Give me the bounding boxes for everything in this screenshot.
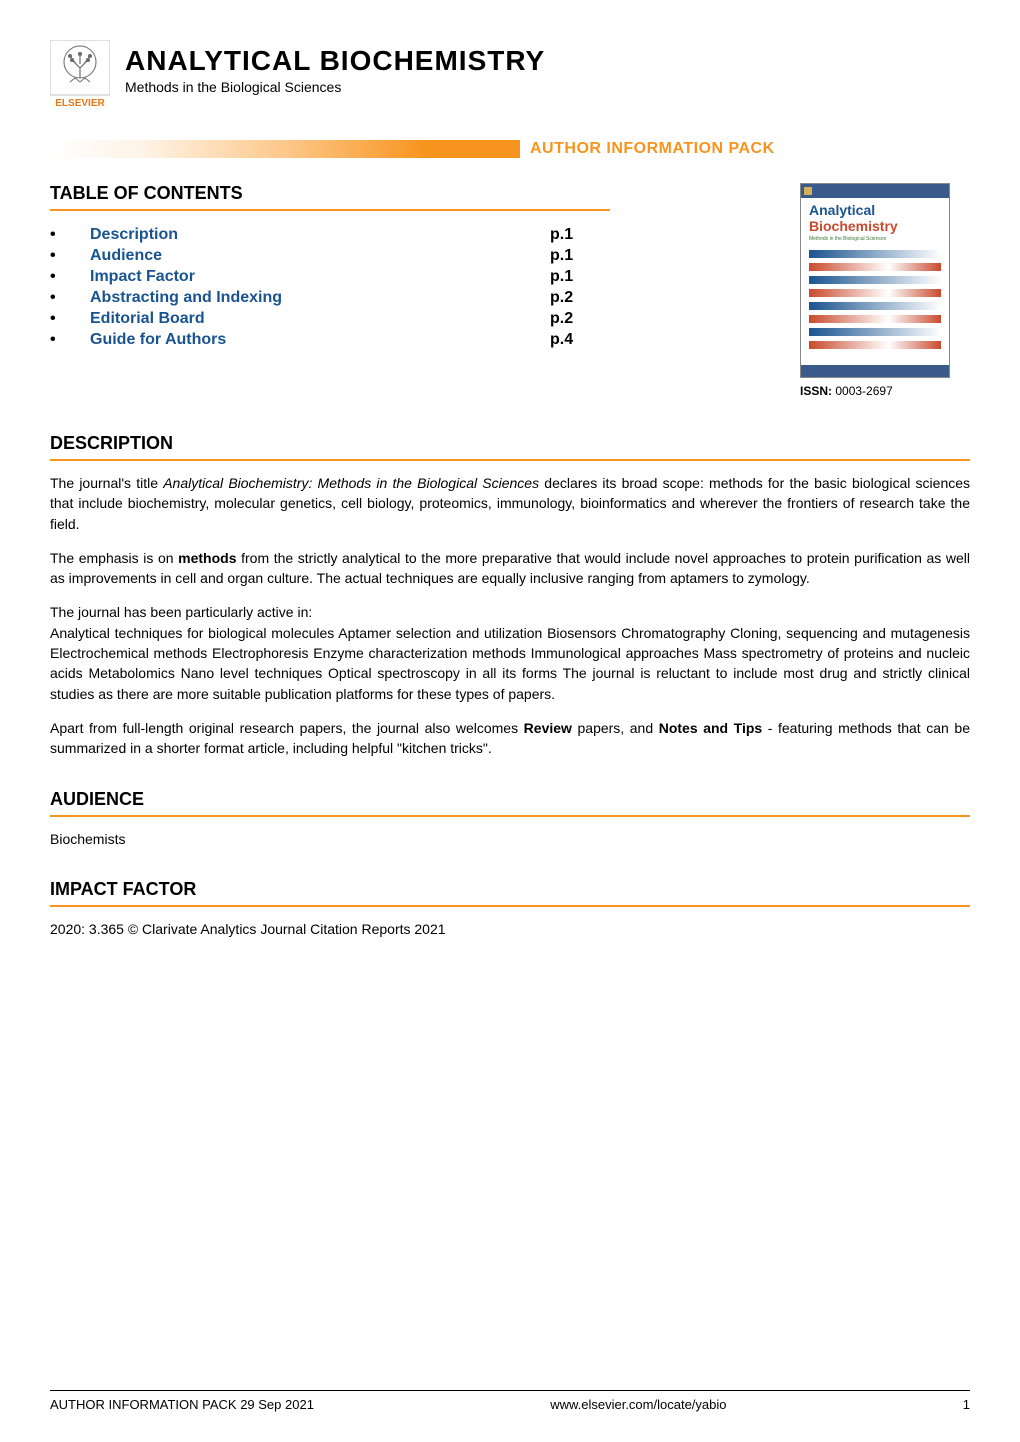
- toc-item[interactable]: • Abstracting and Indexing p.2: [50, 289, 610, 307]
- paragraph: 2020: 3.365 © Clarivate Analytics Journa…: [50, 919, 970, 939]
- footer-center: www.elsevier.com/locate/yabio: [550, 1397, 726, 1412]
- section-impact-factor: IMPACT FACTOR 2020: 3.365 © Clarivate An…: [50, 879, 970, 939]
- banner-text: AUTHOR INFORMATION PACK: [530, 140, 775, 158]
- footer-right: 1: [963, 1397, 970, 1412]
- toc-item[interactable]: • Guide for Authors p.4: [50, 331, 610, 349]
- section-audience: AUDIENCE Biochemists: [50, 789, 970, 849]
- paragraph: The emphasis is on methods from the stri…: [50, 548, 970, 589]
- toc-item-label: Audience: [90, 247, 550, 265]
- journal-title: ANALYTICAL BIOCHEMISTRY: [125, 45, 545, 77]
- paragraph: Apart from full-length original research…: [50, 718, 970, 759]
- toc-item-page: p.1: [550, 226, 610, 244]
- cover-title-2: Biochemistry: [809, 218, 941, 234]
- footer-left: AUTHOR INFORMATION PACK 29 Sep 2021: [50, 1397, 314, 1412]
- cover-stripe: [809, 328, 941, 336]
- toc-item-label: Guide for Authors: [90, 331, 550, 349]
- section-title: DESCRIPTION: [50, 433, 970, 461]
- issn: ISSN: 0003-2697: [800, 384, 970, 398]
- elsevier-logo: ELSEVIER: [50, 40, 110, 110]
- section-title: IMPACT FACTOR: [50, 879, 970, 907]
- issn-value: 0003-2697: [835, 384, 892, 398]
- toc-item-label: Editorial Board: [90, 310, 550, 328]
- journal-cover-thumbnail: Analytical Biochemistry Methods in the B…: [800, 183, 950, 378]
- gradient-bar: [50, 140, 520, 158]
- title-block: ANALYTICAL BIOCHEMISTRY Methods in the B…: [125, 40, 545, 95]
- issn-label: ISSN:: [800, 384, 832, 398]
- toc-item-label: Abstracting and Indexing: [90, 289, 550, 307]
- paragraph: The journal's title Analytical Biochemis…: [50, 473, 970, 534]
- page-footer: AUTHOR INFORMATION PACK 29 Sep 2021 www.…: [50, 1390, 970, 1412]
- toc-item[interactable]: • Description p.1: [50, 226, 610, 244]
- toc-item-label: Impact Factor: [90, 268, 550, 286]
- section-title: AUDIENCE: [50, 789, 970, 817]
- bullet-icon: •: [50, 247, 90, 265]
- bullet-icon: •: [50, 226, 90, 244]
- bullet-icon: •: [50, 310, 90, 328]
- cover-stripe: [809, 341, 941, 349]
- toc-and-cover-row: TABLE OF CONTENTS • Description p.1 • Au…: [50, 183, 970, 398]
- cover-title-3: Methods in the Biological Sciences: [809, 236, 941, 242]
- cover-block: Analytical Biochemistry Methods in the B…: [800, 183, 970, 398]
- cover-footer-bar: [801, 365, 949, 377]
- toc-item[interactable]: • Audience p.1: [50, 247, 610, 265]
- paragraph: The journal has been particularly active…: [50, 602, 970, 703]
- toc-item[interactable]: • Editorial Board p.2: [50, 310, 610, 328]
- cover-stripes: [801, 244, 949, 360]
- journal-subtitle: Methods in the Biological Sciences: [125, 79, 545, 95]
- toc-item-page: p.2: [550, 289, 610, 307]
- cover-stripe: [809, 302, 941, 310]
- paragraph: Biochemists: [50, 829, 970, 849]
- toc-list: • Description p.1 • Audience p.1 • Impac…: [50, 226, 610, 349]
- cover-stripe: [809, 289, 941, 297]
- toc-item[interactable]: • Impact Factor p.1: [50, 268, 610, 286]
- author-pack-banner: AUTHOR INFORMATION PACK: [50, 140, 970, 158]
- cover-header-icon: [804, 187, 812, 195]
- bullet-icon: •: [50, 268, 90, 286]
- toc-item-page: p.4: [550, 331, 610, 349]
- cover-titles: Analytical Biochemistry Methods in the B…: [801, 198, 949, 244]
- section-description: DESCRIPTION The journal's title Analytic…: [50, 433, 970, 759]
- cover-stripe: [809, 315, 941, 323]
- toc-title: TABLE OF CONTENTS: [50, 183, 610, 211]
- svg-text:ELSEVIER: ELSEVIER: [55, 98, 105, 109]
- toc-block: TABLE OF CONTENTS • Description p.1 • Au…: [50, 183, 610, 352]
- toc-item-page: p.1: [550, 247, 610, 265]
- page-header: ELSEVIER ANALYTICAL BIOCHEMISTRY Methods…: [50, 40, 970, 110]
- cover-stripe: [809, 276, 941, 284]
- cover-stripe: [809, 263, 941, 271]
- cover-header-bar: [801, 184, 949, 198]
- cover-stripe: [809, 250, 941, 258]
- bullet-icon: •: [50, 289, 90, 307]
- cover-title-1: Analytical: [809, 202, 941, 218]
- toc-item-label: Description: [90, 226, 550, 244]
- toc-item-page: p.2: [550, 310, 610, 328]
- bullet-icon: •: [50, 331, 90, 349]
- toc-item-page: p.1: [550, 268, 610, 286]
